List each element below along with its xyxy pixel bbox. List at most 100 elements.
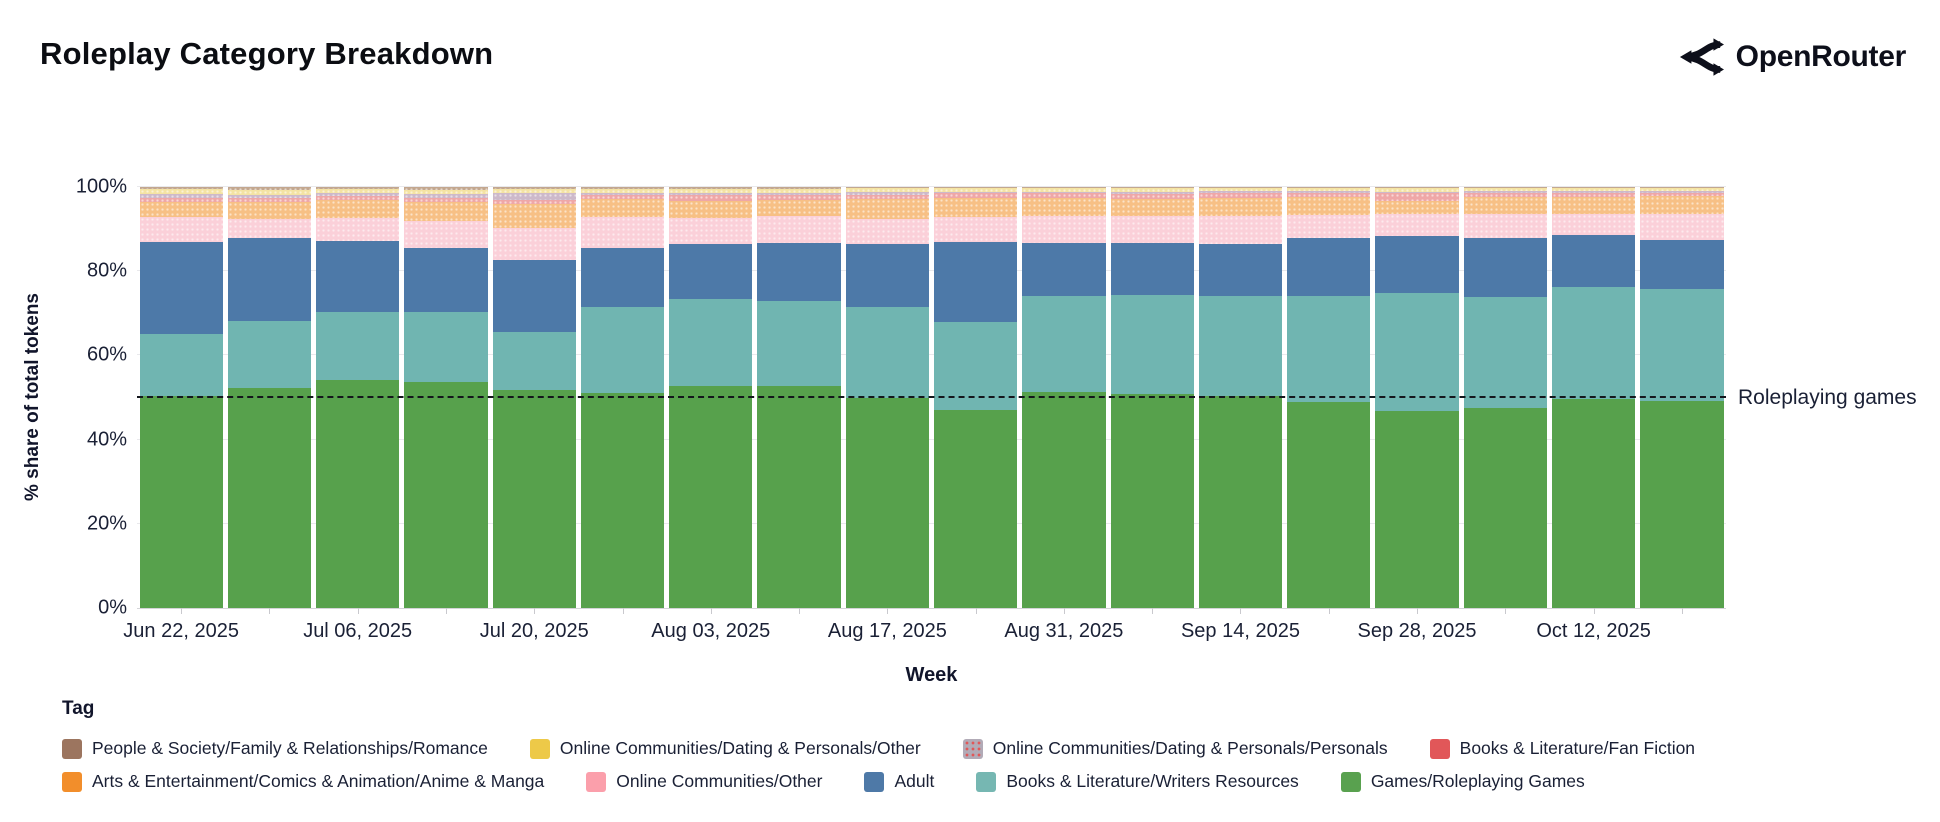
bar-segment-books-literature-writers-resources[interactable] — [934, 321, 1018, 411]
bar-segment-adult[interactable] — [316, 240, 400, 312]
bar-column-7[interactable] — [755, 187, 843, 608]
bar-segment-adult[interactable] — [1640, 240, 1724, 289]
bar-segment-online-communities-dating-personals-personals[interactable] — [1287, 191, 1371, 193]
bar-segment-books-literature-fan-fiction[interactable] — [139, 198, 223, 202]
bar-segment-online-communities-other[interactable] — [404, 221, 488, 248]
bar-segment-online-communities-dating-personals-other[interactable] — [757, 188, 841, 193]
bar-segment-adult[interactable] — [1463, 237, 1547, 298]
bar-segment-arts-entertainment-comics-animation-anime-manga[interactable] — [934, 198, 1018, 217]
bar-segment-games-roleplaying-games[interactable] — [404, 381, 488, 608]
legend-item[interactable]: Arts & Entertainment/Comics & Animation/… — [62, 771, 544, 792]
bar-column-1[interactable] — [225, 187, 313, 608]
bar-segment-arts-entertainment-comics-animation-anime-manga[interactable] — [1110, 198, 1194, 217]
bar-segment-online-communities-dating-personals-personals[interactable] — [404, 194, 488, 198]
bar-segment-books-literature-fan-fiction[interactable] — [845, 194, 930, 199]
bar-segment-books-literature-writers-resources[interactable] — [316, 311, 400, 380]
bar-segment-online-communities-dating-personals-personals[interactable] — [1022, 191, 1106, 194]
bar-segment-games-roleplaying-games[interactable] — [845, 397, 930, 608]
bar-segment-online-communities-dating-personals-other[interactable] — [1375, 188, 1459, 192]
bar-segment-online-communities-dating-personals-personals[interactable] — [1552, 190, 1636, 193]
bar-segment-online-communities-dating-personals-other[interactable] — [1110, 188, 1194, 192]
bar-segment-online-communities-dating-personals-personals[interactable] — [316, 193, 400, 197]
bar-segment-arts-entertainment-comics-animation-anime-manga[interactable] — [227, 202, 312, 220]
bar-segment-online-communities-other[interactable] — [845, 219, 930, 245]
bar-segment-books-literature-fan-fiction[interactable] — [404, 198, 488, 202]
bar-segment-online-communities-dating-personals-other[interactable] — [1198, 187, 1283, 192]
bar-segment-online-communities-other[interactable] — [757, 215, 841, 243]
bar-segment-online-communities-other[interactable] — [227, 219, 312, 238]
legend-item[interactable]: Online Communities/Dating & Personals/Pe… — [962, 738, 1388, 759]
bar-segment-adult[interactable] — [492, 259, 576, 332]
bar-segment-books-literature-fan-fiction[interactable] — [1375, 193, 1459, 201]
bar-segment-books-literature-writers-resources[interactable] — [1640, 288, 1724, 401]
bar-segment-arts-entertainment-comics-animation-anime-manga[interactable] — [580, 199, 665, 217]
bar-segment-adult[interactable] — [934, 241, 1018, 322]
bar-segment-people-society-family-relationships-romance[interactable] — [1022, 187, 1106, 189]
bar-segment-online-communities-dating-personals-other[interactable] — [316, 189, 400, 194]
bar-segment-adult[interactable] — [757, 242, 841, 302]
bar-segment-books-literature-fan-fiction[interactable] — [1022, 193, 1106, 198]
bar-segment-people-society-family-relationships-romance[interactable] — [580, 187, 665, 189]
bar-column-4[interactable] — [490, 187, 578, 608]
bar-segment-books-literature-fan-fiction[interactable] — [316, 196, 400, 201]
bar-segment-arts-entertainment-comics-animation-anime-manga[interactable] — [316, 200, 400, 218]
bar-segment-books-literature-fan-fiction[interactable] — [492, 200, 576, 205]
bar-segment-arts-entertainment-comics-animation-anime-manga[interactable] — [404, 201, 488, 222]
bar-segment-books-literature-fan-fiction[interactable] — [1463, 192, 1547, 197]
bar-segment-books-literature-fan-fiction[interactable] — [1198, 193, 1283, 198]
bar-column-8[interactable] — [843, 187, 931, 608]
bar-segment-online-communities-other[interactable] — [1463, 213, 1547, 238]
bar-segment-arts-entertainment-comics-animation-anime-manga[interactable] — [1198, 197, 1283, 217]
bar-segment-people-society-family-relationships-romance[interactable] — [669, 187, 753, 190]
bar-segment-arts-entertainment-comics-animation-anime-manga[interactable] — [1552, 197, 1636, 215]
bar-segment-arts-entertainment-comics-animation-anime-manga[interactable] — [757, 200, 841, 216]
bar-segment-books-literature-fan-fiction[interactable] — [1287, 192, 1371, 197]
bar-segment-books-literature-writers-resources[interactable] — [1022, 296, 1106, 393]
bar-segment-games-roleplaying-games[interactable] — [1552, 399, 1636, 608]
bar-segment-online-communities-dating-personals-personals[interactable] — [845, 192, 930, 195]
bar-segment-books-literature-fan-fiction[interactable] — [1640, 192, 1724, 196]
bar-segment-books-literature-fan-fiction[interactable] — [1552, 192, 1636, 198]
bar-segment-adult[interactable] — [1287, 238, 1371, 296]
bar-segment-games-roleplaying-games[interactable] — [669, 386, 753, 608]
bar-segment-online-communities-dating-personals-other[interactable] — [845, 188, 930, 193]
bar-segment-games-roleplaying-games[interactable] — [934, 410, 1018, 608]
bar-column-9[interactable] — [932, 187, 1020, 608]
bar-segment-books-literature-writers-resources[interactable] — [227, 320, 312, 389]
bar-segment-books-literature-writers-resources[interactable] — [1463, 297, 1547, 409]
bar-segment-books-literature-writers-resources[interactable] — [1110, 295, 1194, 395]
bar-segment-books-literature-writers-resources[interactable] — [1375, 292, 1459, 411]
bar-segment-online-communities-other[interactable] — [1552, 214, 1636, 235]
bar-segment-adult[interactable] — [580, 248, 665, 308]
bar-segment-online-communities-dating-personals-personals[interactable] — [227, 194, 312, 198]
bar-segment-online-communities-dating-personals-other[interactable] — [1640, 187, 1724, 191]
bar-segment-online-communities-other[interactable] — [1110, 216, 1194, 243]
bar-segment-online-communities-dating-personals-personals[interactable] — [1463, 190, 1547, 193]
bar-segment-books-literature-fan-fiction[interactable] — [580, 194, 665, 200]
bar-segment-games-roleplaying-games[interactable] — [227, 388, 312, 608]
bar-segment-books-literature-fan-fiction[interactable] — [757, 195, 841, 201]
bar-segment-online-communities-dating-personals-other[interactable] — [227, 189, 312, 195]
bar-segment-games-roleplaying-games[interactable] — [492, 389, 576, 608]
bar-segment-arts-entertainment-comics-animation-anime-manga[interactable] — [1375, 200, 1459, 215]
bar-segment-people-society-family-relationships-romance[interactable] — [139, 187, 223, 190]
bar-segment-online-communities-dating-personals-personals[interactable] — [934, 191, 1018, 194]
bar-column-12[interactable] — [1196, 187, 1284, 608]
bar-column-14[interactable] — [1373, 187, 1461, 608]
bar-segment-online-communities-dating-personals-personals[interactable] — [580, 192, 665, 195]
bar-segment-online-communities-other[interactable] — [580, 216, 665, 249]
bar-segment-online-communities-other[interactable] — [669, 217, 753, 245]
bar-segment-books-literature-writers-resources[interactable] — [757, 301, 841, 387]
bar-segment-games-roleplaying-games[interactable] — [139, 396, 223, 608]
bar-column-15[interactable] — [1461, 187, 1549, 608]
bar-segment-arts-entertainment-comics-animation-anime-manga[interactable] — [492, 204, 576, 228]
bar-segment-online-communities-dating-personals-personals[interactable] — [139, 193, 223, 199]
bar-segment-games-roleplaying-games[interactable] — [1022, 392, 1106, 608]
bar-segment-people-society-family-relationships-romance[interactable] — [1110, 187, 1194, 189]
bar-segment-books-literature-writers-resources[interactable] — [845, 306, 930, 398]
bar-segment-books-literature-writers-resources[interactable] — [1198, 296, 1283, 396]
bar-segment-arts-entertainment-comics-animation-anime-manga[interactable] — [1022, 197, 1106, 217]
bar-segment-people-society-family-relationships-romance[interactable] — [492, 187, 576, 189]
bar-segment-online-communities-other[interactable] — [492, 227, 576, 260]
bar-segment-books-literature-fan-fiction[interactable] — [1110, 194, 1194, 199]
